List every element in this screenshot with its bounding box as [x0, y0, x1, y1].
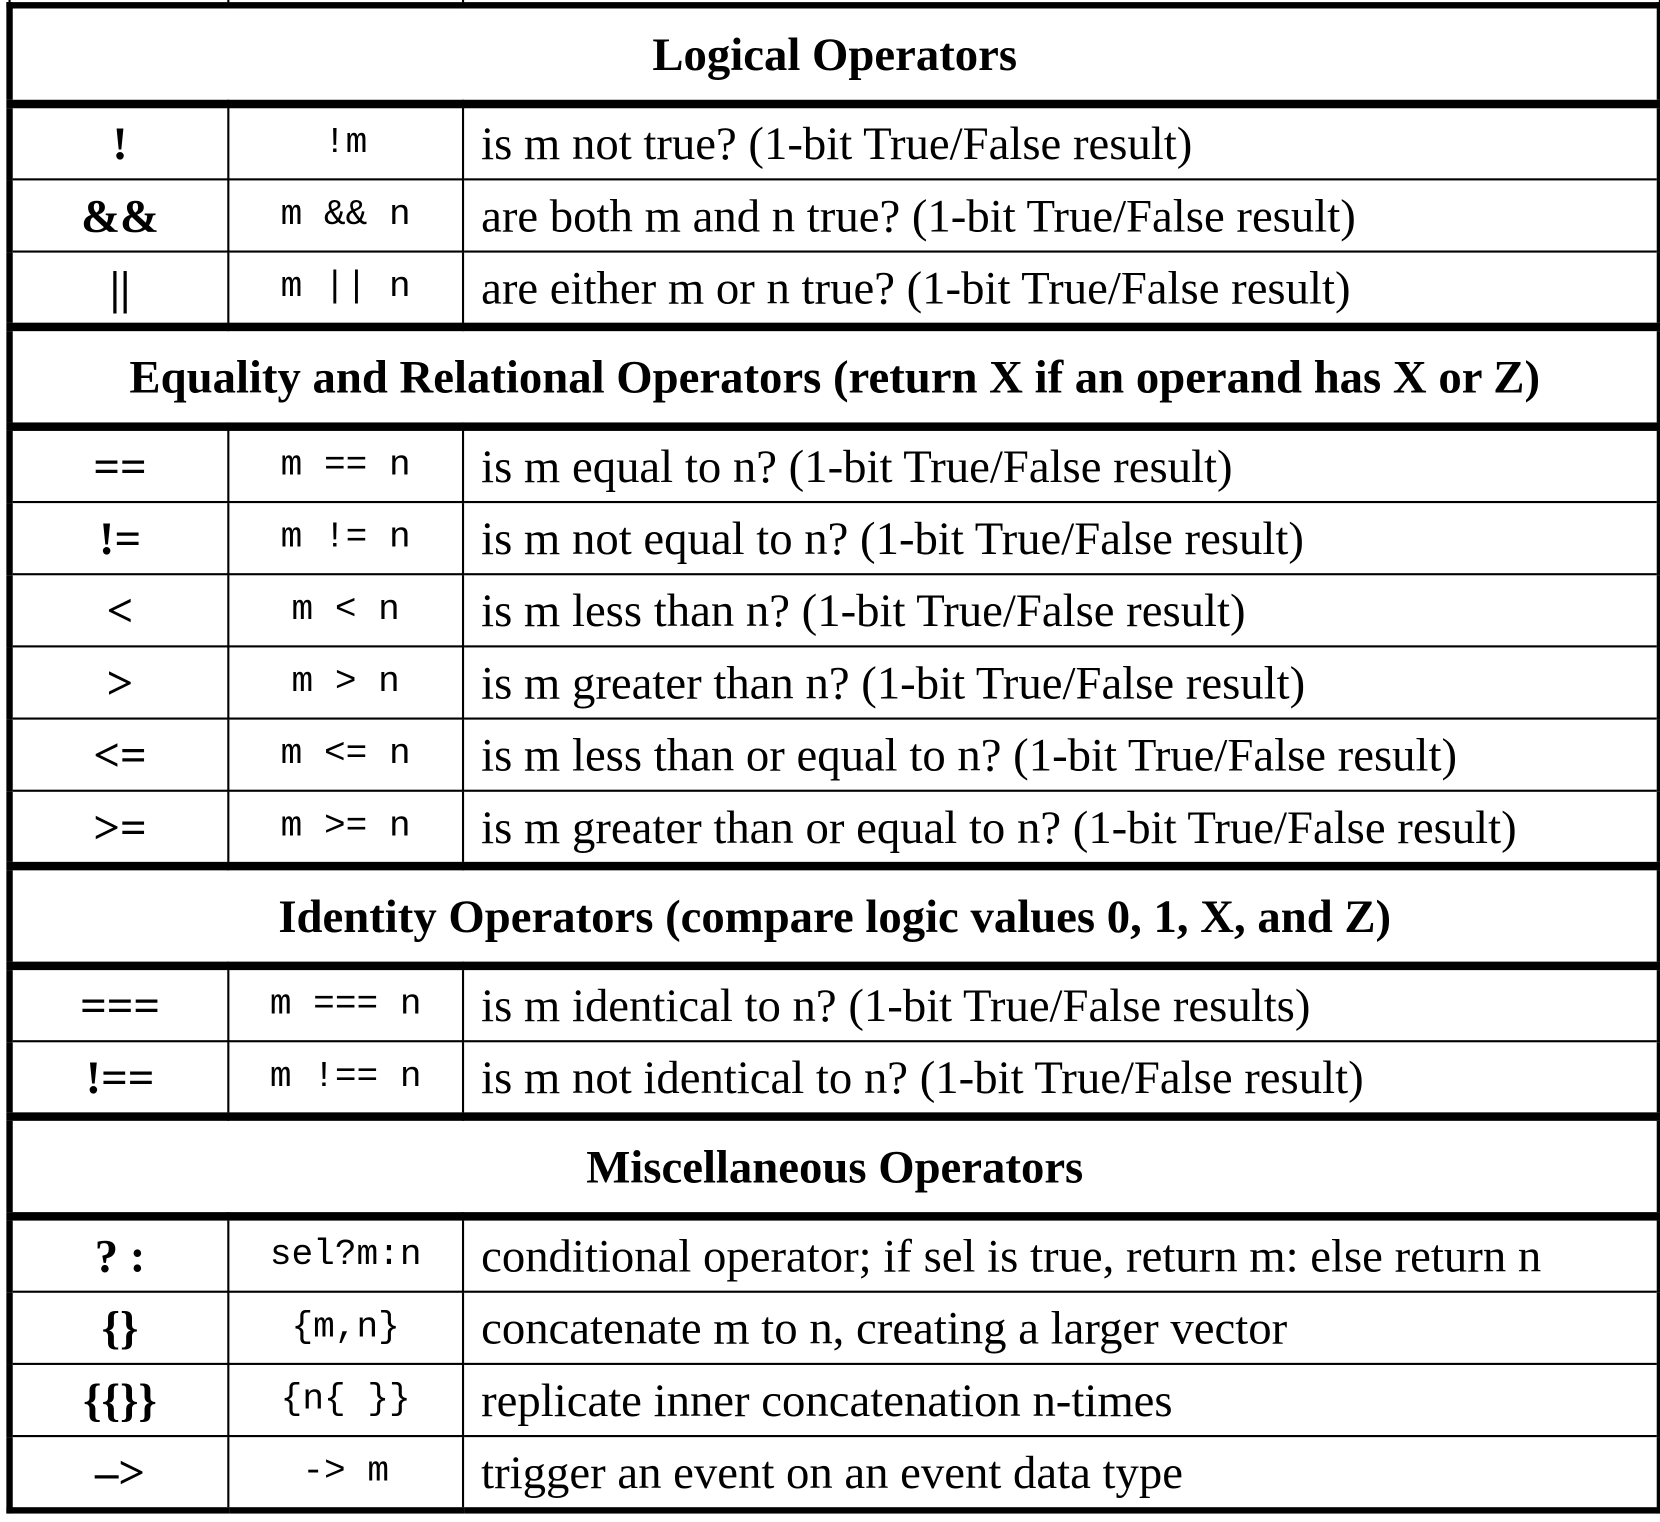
operator-row: ? : sel?m:n conditional operator; if sel…	[6, 1215, 1660, 1293]
operator-symbol: ||	[6, 250, 230, 328]
operator-symbol: >=	[6, 789, 230, 868]
operator-symbol: ? :	[6, 1215, 230, 1293]
operator-row: !== m !== n is m not identical to n? (1-…	[6, 1040, 1660, 1118]
operator-symbol: ==	[6, 425, 230, 504]
top-strip-cell	[8, 0, 230, 7]
operator-row: {{}} {n{ }} replicate inner concatenatio…	[6, 1362, 1660, 1438]
section-title: Identity Operators (compare logic values…	[6, 861, 1660, 971]
operator-row: || m || n are either m or n true? (1-bit…	[6, 250, 1660, 328]
operator-row: > m > n is m greater than n? (1-bit True…	[6, 645, 1660, 720]
section-title: Equality and Relational Operators (retur…	[6, 322, 1660, 431]
operator-example: m != n	[227, 500, 465, 576]
operator-description: is m equal to n? (1-bit True/False resul…	[461, 425, 1660, 504]
operator-example: -> m	[227, 1435, 465, 1514]
operator-example: m <= n	[227, 717, 465, 792]
operator-description: are both m and n true? (1-bit True/False…	[461, 178, 1660, 253]
operator-example: m !== n	[227, 1040, 465, 1118]
operator-table: Logical Operators ! !m is m not true? (1…	[6, 0, 1660, 1514]
operator-row: == m == n is m equal to n? (1-bit True/F…	[6, 425, 1660, 504]
operator-description: is m not true? (1-bit True/False result)	[461, 102, 1660, 181]
operator-row: < m < n is m less than n? (1-bit True/Fa…	[6, 573, 1660, 648]
operator-symbol: !=	[6, 500, 230, 576]
operator-description: concatenate m to n, creating a larger ve…	[461, 1290, 1660, 1365]
operator-row: && m && n are both m and n true? (1-bit …	[6, 178, 1660, 253]
operator-symbol: <=	[6, 717, 230, 792]
top-strip-cell	[461, 0, 1660, 7]
operator-symbol: –>	[6, 1435, 230, 1514]
operator-symbol: >	[6, 645, 230, 720]
operator-row: <= m <= n is m less than or equal to n? …	[6, 717, 1660, 792]
operator-description: is m not equal to n? (1-bit True/False r…	[461, 500, 1660, 576]
operator-description: replicate inner concatenation n-times	[461, 1362, 1660, 1438]
operator-symbol: !	[6, 102, 230, 181]
operator-example: m === n	[227, 964, 465, 1043]
operator-row: === m === n is m identical to n? (1-bit …	[6, 964, 1660, 1043]
section-header-row: Logical Operators	[6, 2, 1660, 109]
operator-example: m >= n	[227, 789, 465, 868]
operator-description: is m not identical to n? (1-bit True/Fal…	[461, 1040, 1660, 1118]
section-title: Logical Operators	[6, 2, 1660, 109]
top-strip-cell	[227, 0, 465, 7]
operator-description: is m less than or equal to n? (1-bit Tru…	[461, 717, 1660, 792]
operator-symbol: {{}}	[6, 1362, 230, 1438]
operator-row: != m != n is m not equal to n? (1-bit Tr…	[6, 500, 1660, 576]
operator-description: are either m or n true? (1-bit True/Fals…	[461, 250, 1660, 328]
operator-symbol: <	[6, 573, 230, 648]
operator-description: is m identical to n? (1-bit True/False r…	[461, 964, 1660, 1043]
operator-example: {m,n}	[227, 1290, 465, 1365]
operator-symbol: {}	[6, 1290, 230, 1365]
operator-row: –> -> m trigger an event on an event dat…	[6, 1435, 1660, 1514]
operator-description: is m greater than or equal to n? (1-bit …	[461, 789, 1660, 868]
operator-description: conditional operator; if sel is true, re…	[461, 1215, 1660, 1293]
operator-example: !m	[227, 102, 465, 181]
operator-row: >= m >= n is m greater than or equal to …	[6, 789, 1660, 868]
operator-symbol: ===	[6, 964, 230, 1043]
operator-row: {} {m,n} concatenate m to n, creating a …	[6, 1290, 1660, 1365]
operator-symbol: &&	[6, 178, 230, 253]
operator-example: m > n	[227, 645, 465, 720]
top-strip-row	[8, 0, 1660, 7]
operator-example: m || n	[227, 250, 465, 328]
section-header-row: Equality and Relational Operators (retur…	[6, 322, 1660, 431]
operator-example: {n{ }}	[227, 1362, 465, 1438]
operator-description: is m greater than n? (1-bit True/False r…	[461, 645, 1660, 720]
operator-description: is m less than n? (1-bit True/False resu…	[461, 573, 1660, 648]
operator-description: trigger an event on an event data type	[461, 1435, 1660, 1514]
operator-example: m < n	[227, 573, 465, 648]
operator-example: sel?m:n	[227, 1215, 465, 1293]
operator-example: m && n	[227, 178, 465, 253]
section-title: Miscellaneous Operators	[6, 1112, 1660, 1221]
operator-example: m == n	[227, 425, 465, 504]
operator-symbol: !==	[6, 1040, 230, 1118]
section-header-row: Identity Operators (compare logic values…	[6, 861, 1660, 971]
section-header-row: Miscellaneous Operators	[6, 1112, 1660, 1221]
operator-row: ! !m is m not true? (1-bit True/False re…	[6, 102, 1660, 181]
